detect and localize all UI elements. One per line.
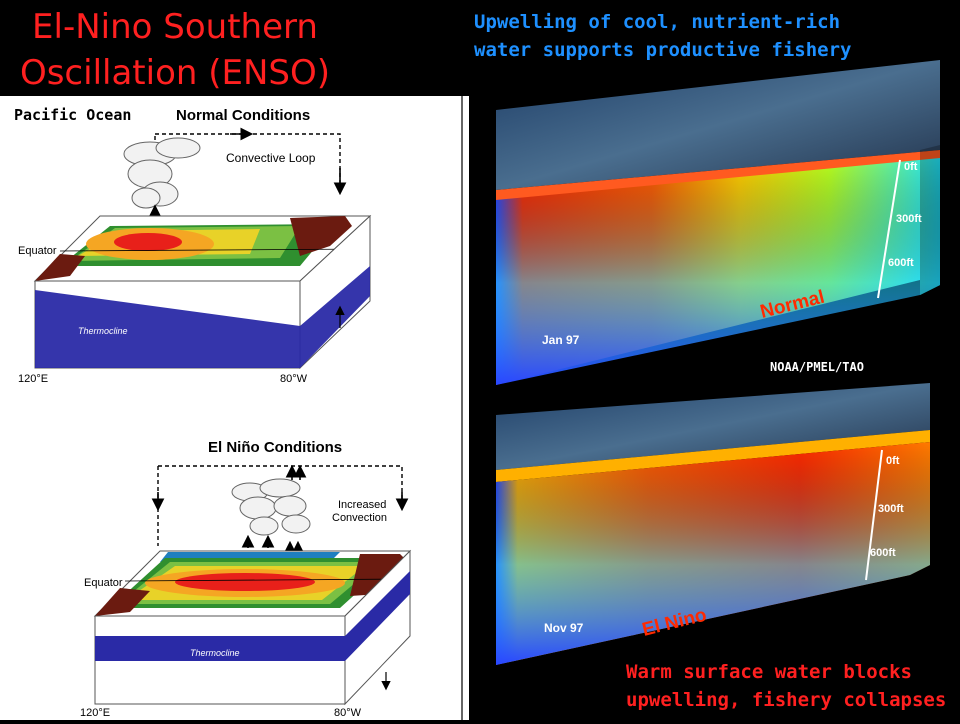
elnino-depth-600: 600ft [870,547,896,559]
cloud-icon [123,137,201,209]
elnino-east-label: 80°W [334,707,362,719]
elnino-heading: El Niño Conditions [208,439,342,456]
increased-label: Increased [338,499,386,511]
normal-heading: Normal Conditions [176,107,310,124]
fishery-note-line-2: upwelling, fishery collapses [626,689,947,711]
normal-east-label: 80°W [280,373,308,385]
normal-section: Jan 97 Normal 0ft 300ft 600ft [496,60,940,385]
elnino-thermocline-label: Thermocline [190,648,240,658]
cloud-icon [231,478,311,536]
enso-diagram: Normal Conditions Convective Loop Equato… [18,96,463,720]
normal-depth-600: 600ft [888,257,914,269]
normal-conditions-diagram: Normal Conditions Convective Loop Equato… [18,107,372,385]
data-credit: NOAA/PMEL/TAO [770,360,864,374]
elnino-equator-label: Equator [84,577,123,589]
elnino-conditions-diagram: El Niño Conditions Increased Convection [80,439,412,719]
convection-label: Convection [332,512,387,524]
convective-loop-label: Convective Loop [226,151,316,165]
elnino-depth-300: 300ft [878,503,904,515]
title-line-2: Oscillation (ENSO) [19,53,331,93]
fishery-note-line-1: Warm surface water blocks [626,661,912,683]
elnino-west-label: 120°E [80,707,110,719]
normal-date: Jan 97 [542,333,580,347]
pacific-ocean-label: Pacific Ocean [14,106,132,124]
elnino-section: Nov 97 El Nino 0ft 300ft 600ft [496,383,930,665]
upwelling-note-line-2: water supports productive fishery [474,39,852,61]
elnino-depth-0: 0ft [886,455,900,467]
normal-thermocline-label: Thermocline [78,326,128,336]
normal-depth-300: 300ft [896,213,922,225]
upwelling-note-line-1: Upwelling of cool, nutrient-rich [474,11,841,33]
slide-title: El-Nino Southern Oscillation (ENSO) [0,4,350,96]
elnino-date: Nov 97 [544,621,584,635]
enso-diagram-panel: Normal Conditions Convective Loop Equato… [0,96,469,720]
upwelling-note: Upwelling of cool, nutrient-rich water s… [474,8,852,64]
normal-west-label: 120°E [18,373,48,385]
title-line-1: El-Nino Southern [32,7,318,47]
fishery-collapse-note: Warm surface water blocks upwelling, fis… [626,658,946,714]
normal-equator-label: Equator [18,245,57,257]
normal-depth-0: 0ft [904,161,918,173]
ocean-sections: Jan 97 Normal 0ft 300ft 600ft Nov 97 El … [496,60,940,665]
